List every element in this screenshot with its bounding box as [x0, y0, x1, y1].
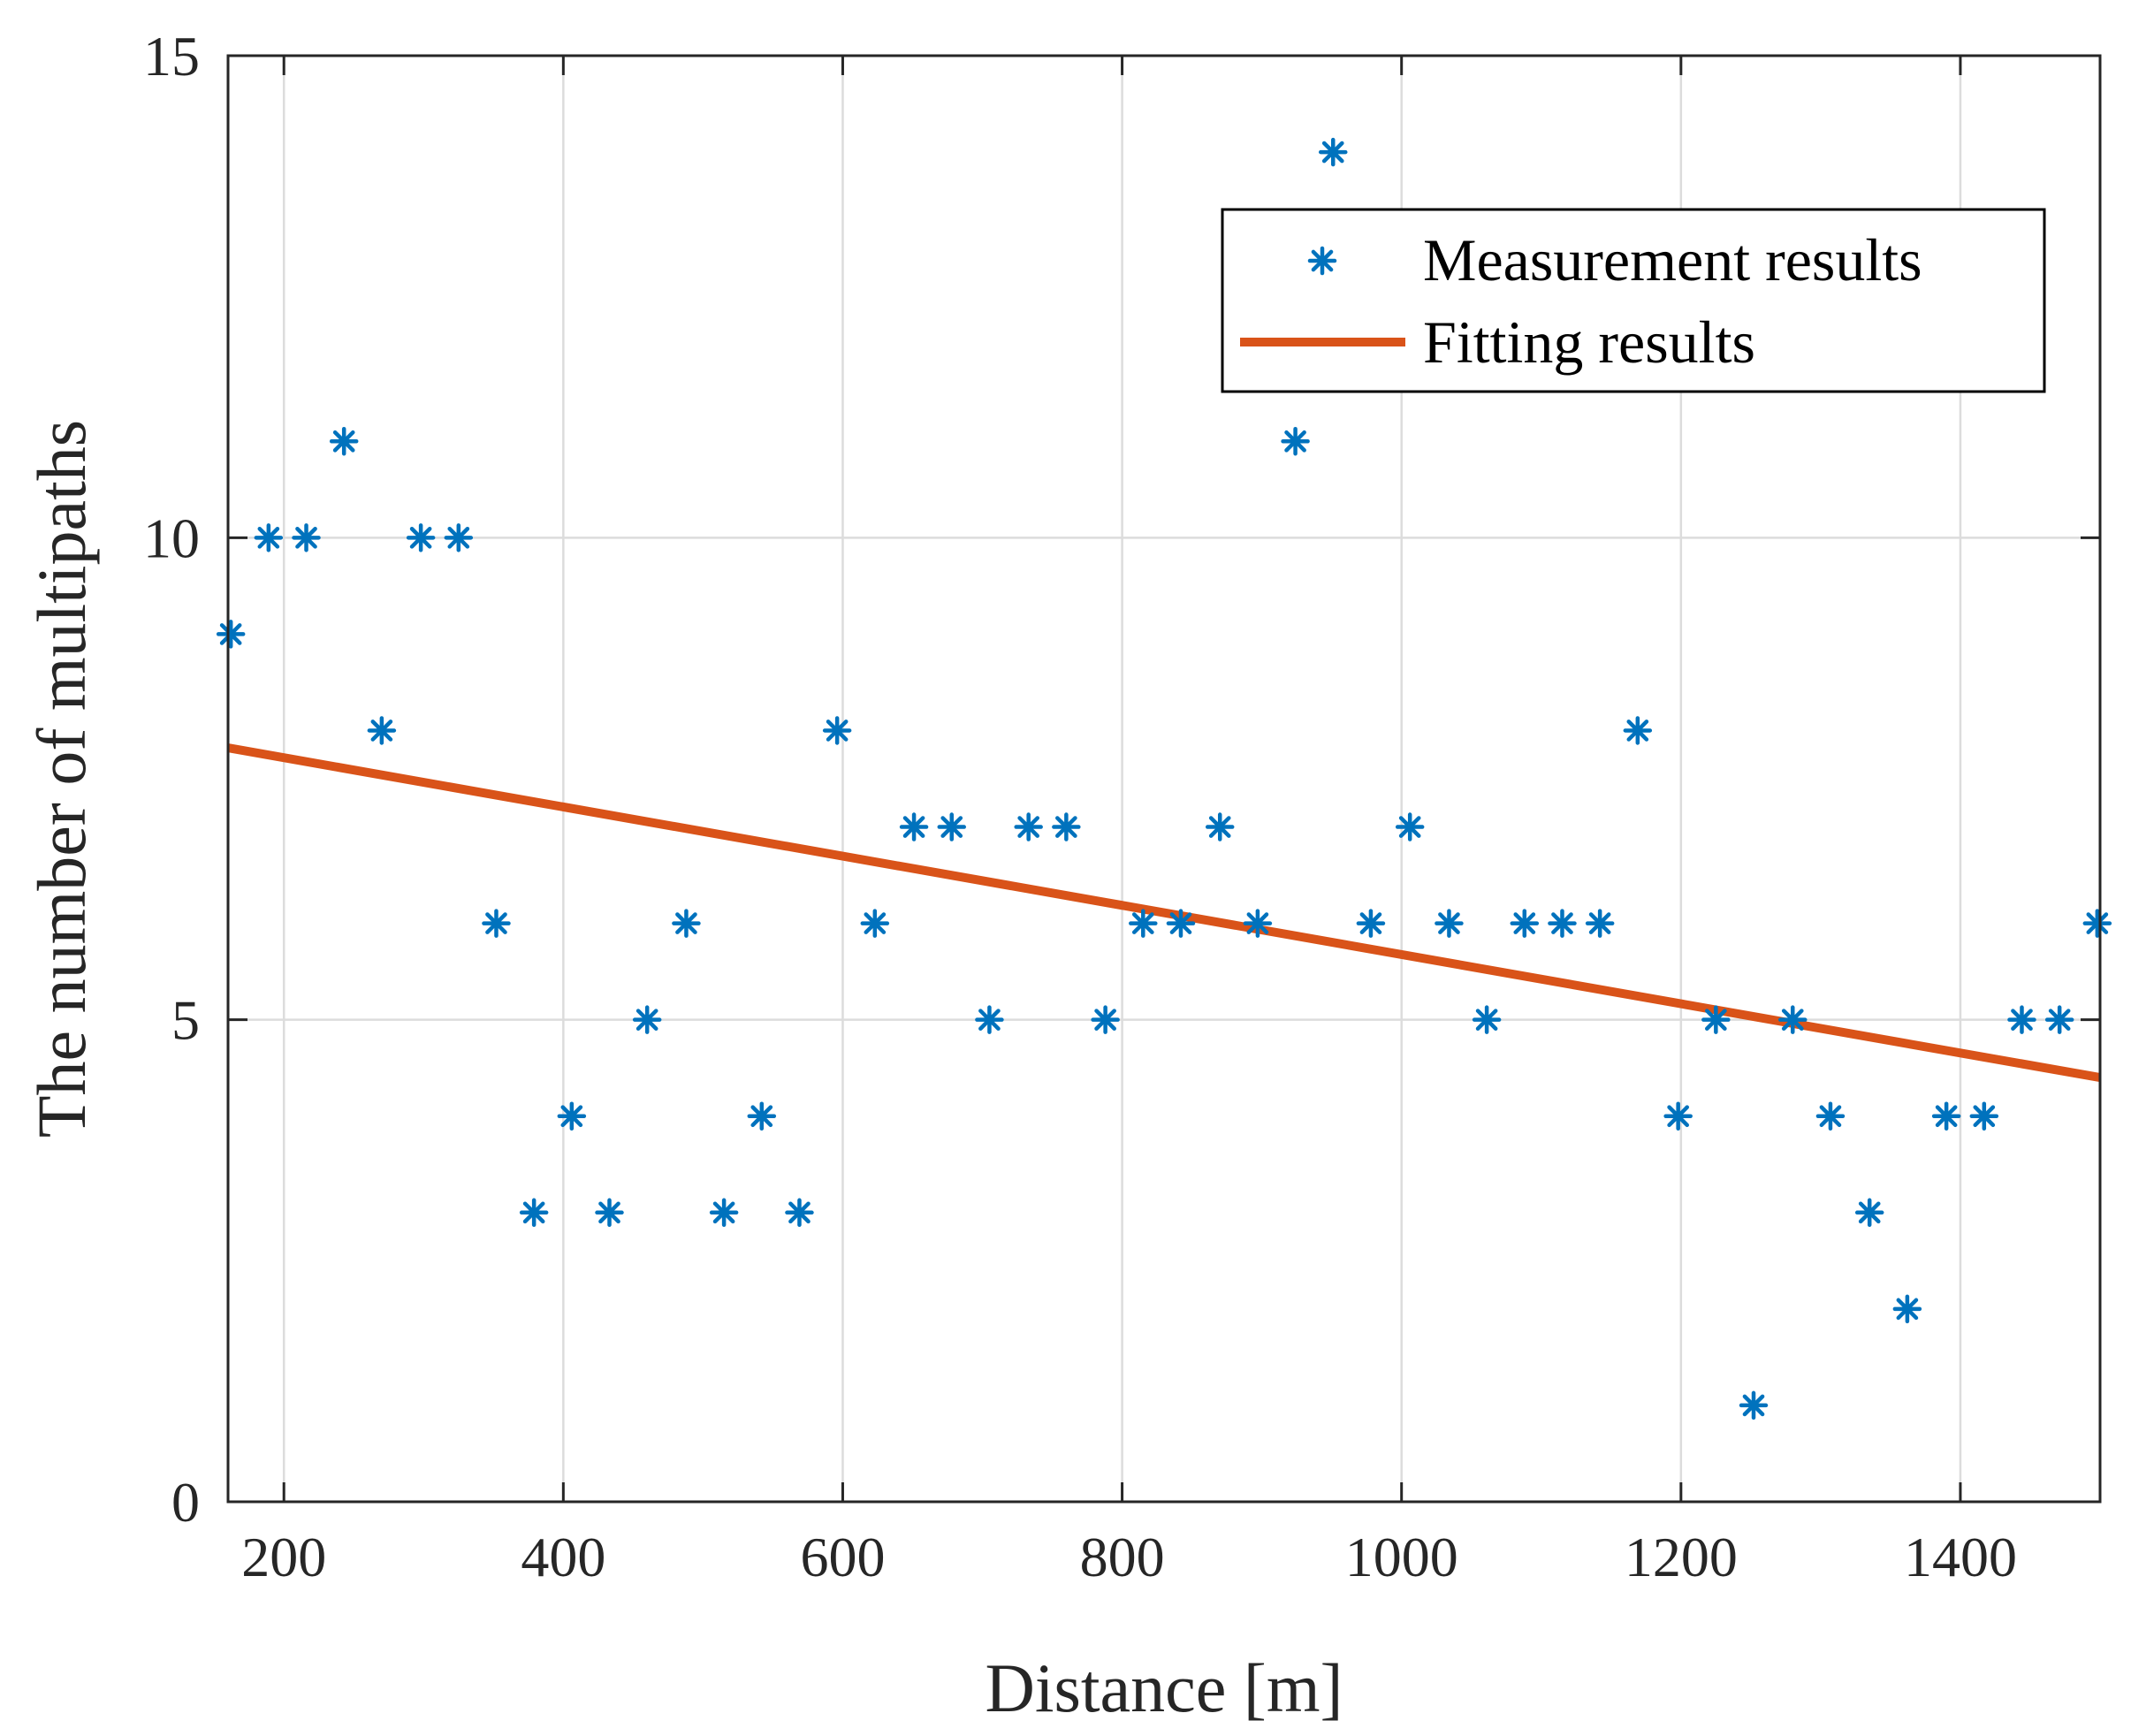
measurement-point	[975, 1005, 1004, 1034]
measurement-point	[1701, 1005, 1731, 1034]
tick-marks	[228, 54, 2100, 1504]
legend-measurement-label: Measurement results	[1423, 226, 1922, 293]
legend: Measurement results Fitting results	[1221, 208, 2046, 393]
measurement-point	[1166, 909, 1196, 938]
measurement-point	[519, 1198, 549, 1228]
measurement-point	[292, 523, 321, 552]
measurement-point	[1129, 909, 1158, 938]
measurement-point	[1969, 1101, 1999, 1131]
measurement-point	[632, 1005, 662, 1034]
measurement-point	[1854, 1198, 1884, 1228]
measurement-point	[2044, 1005, 2074, 1034]
measurement-point	[937, 812, 966, 841]
measurement-point	[1281, 427, 1310, 456]
y-tick-label: 15	[143, 25, 200, 88]
measurement-point	[1052, 812, 1081, 841]
measurement-point	[1815, 1101, 1846, 1131]
measurement-point	[1663, 1101, 1693, 1131]
measurement-point	[1205, 812, 1235, 841]
measurement-point	[709, 1198, 739, 1228]
measurement-point	[822, 716, 852, 745]
measurement-point	[1510, 909, 1540, 938]
axes	[226, 54, 2102, 1504]
measurement-point	[1892, 1294, 1922, 1324]
plot-frame	[226, 54, 2102, 1504]
measurement-point	[1623, 716, 1653, 745]
y-tick-label: 0	[171, 1471, 200, 1534]
measurement-point	[1739, 1390, 1769, 1420]
measurement-point	[2007, 1005, 2036, 1034]
x-tick-label: 600	[800, 1526, 885, 1588]
measurement-points	[216, 137, 2112, 1420]
measurement-point	[1585, 909, 1615, 938]
measurement-point	[557, 1101, 587, 1131]
measurement-point	[1778, 1005, 1808, 1034]
legend-fitting-label: Fitting results	[1423, 308, 1755, 376]
measurement-point	[1319, 137, 1348, 167]
measurement-point	[1395, 812, 1425, 841]
legend-box	[1221, 208, 2046, 393]
measurement-point	[1472, 1005, 1502, 1034]
x-tick-label: 200	[241, 1526, 326, 1588]
measurement-point	[254, 523, 284, 552]
x-tick-label: 1400	[1904, 1526, 2017, 1588]
x-tick-label: 1200	[1625, 1526, 1738, 1588]
y-tick-label: 10	[143, 506, 200, 569]
legend-measurement-marker	[1307, 246, 1337, 276]
measurement-point	[1548, 909, 1577, 938]
measurement-point	[1243, 909, 1273, 938]
tick-labels: 200 400 600 800 1000 1200 1400 0 5 10 15	[143, 25, 2017, 1588]
measurement-point	[482, 909, 511, 938]
x-tick-label: 800	[1080, 1526, 1165, 1588]
measurement-point	[1931, 1101, 1961, 1131]
y-axis-title: The number of multipaths	[23, 420, 100, 1138]
measurement-point	[1435, 909, 1464, 938]
measurement-point	[367, 716, 397, 745]
measurement-point	[595, 1198, 624, 1228]
x-axis-title: Distance [m]	[985, 1649, 1343, 1726]
measurement-point	[860, 909, 890, 938]
measurement-point	[1091, 1005, 1120, 1034]
y-tick-label: 5	[171, 989, 200, 1052]
measurement-point	[1356, 909, 1386, 938]
x-tick-label: 1000	[1345, 1526, 1458, 1588]
measurement-point	[329, 427, 359, 456]
measurement-point	[785, 1198, 814, 1228]
measurement-point	[406, 523, 436, 552]
measurement-point	[2082, 909, 2112, 938]
measurement-point	[899, 812, 929, 841]
grid	[228, 56, 2100, 1502]
measurement-point	[672, 909, 701, 938]
legend-asterisk-icon	[1307, 246, 1337, 276]
measurement-point	[216, 620, 246, 649]
measurement-point	[444, 523, 474, 552]
x-tick-label: 400	[521, 1526, 605, 1588]
measurement-point	[1014, 812, 1043, 841]
measurement-point	[747, 1101, 777, 1131]
